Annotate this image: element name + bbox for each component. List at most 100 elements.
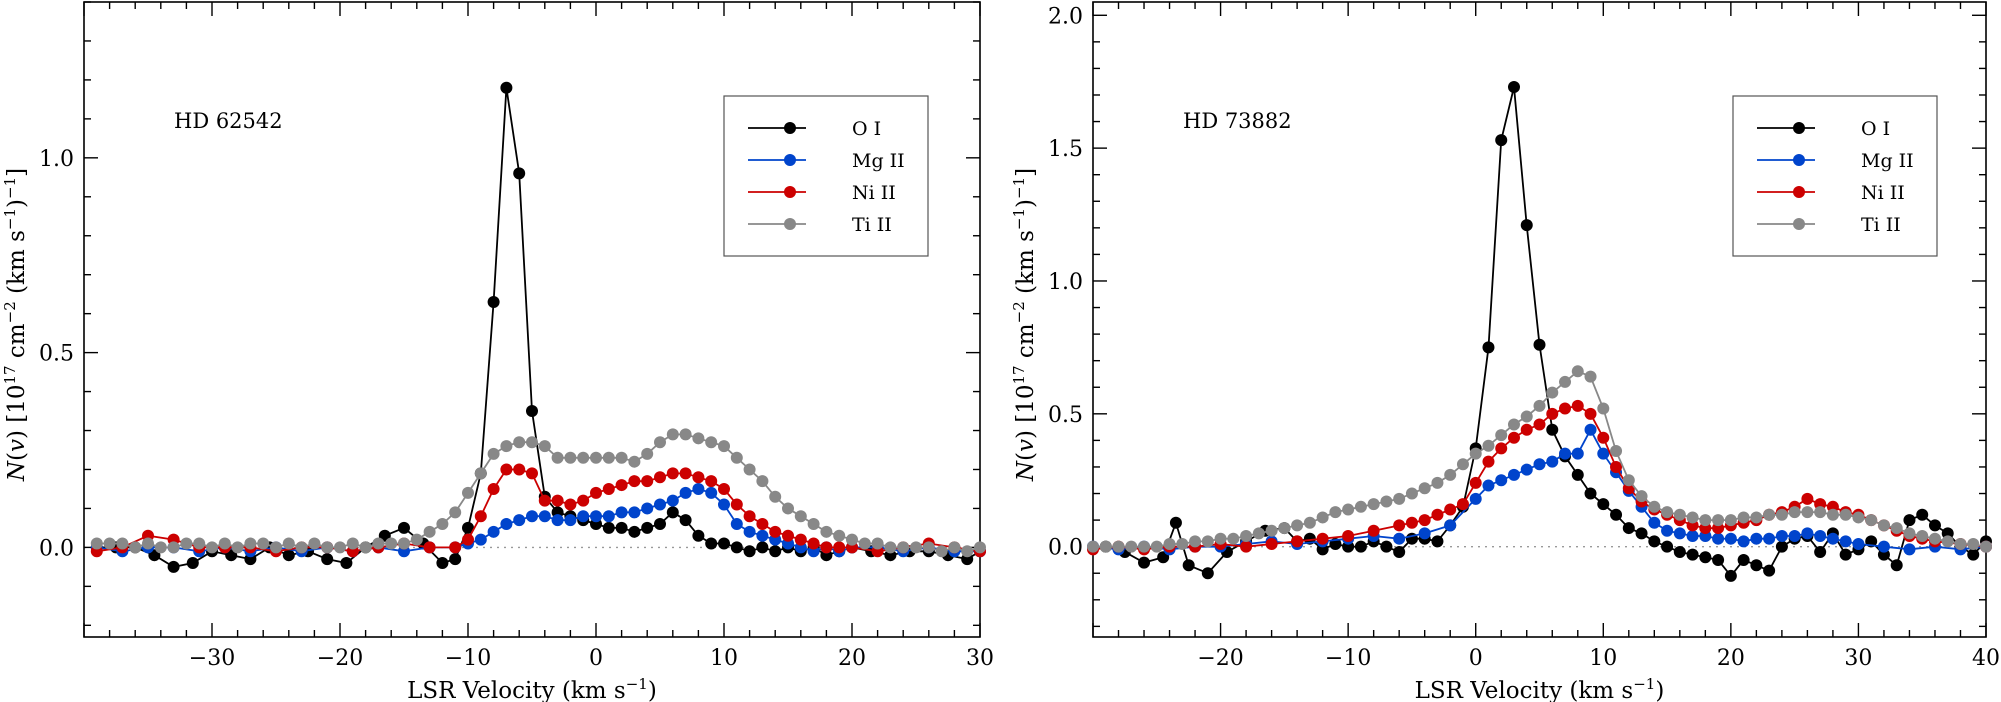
data-point bbox=[756, 518, 769, 531]
chart-panel-2: −20 −10 0 10 20 30 40 0.0 0.5 1.0 1.5 2.0 LSR Veloci… bbox=[1010, 1, 2000, 702]
data-point bbox=[526, 405, 538, 418]
data-point bbox=[1635, 527, 1648, 540]
legend: O I Mg II Ni II Ti II bbox=[1732, 95, 1938, 257]
data-point bbox=[654, 498, 666, 511]
data-point bbox=[1125, 540, 1138, 553]
y-axis-title: N(v) [1017 cm−2 (km s−1)−1] bbox=[1010, 168, 1039, 482]
x-axis-title: LSR Velocity (km s−1) bbox=[1415, 675, 1665, 702]
data-point bbox=[1890, 522, 1903, 535]
data-point bbox=[718, 482, 730, 495]
data-point bbox=[1916, 508, 1929, 521]
data-point bbox=[590, 486, 602, 499]
data-point bbox=[858, 537, 871, 550]
data-point bbox=[1482, 479, 1495, 492]
data-point bbox=[1839, 508, 1852, 521]
data-point bbox=[820, 525, 833, 538]
data-point bbox=[666, 467, 679, 480]
data-point bbox=[1571, 365, 1584, 378]
data-point bbox=[666, 494, 679, 507]
data-point bbox=[756, 475, 769, 488]
data-point bbox=[1201, 535, 1214, 548]
data-point bbox=[308, 537, 321, 550]
data-point bbox=[1686, 548, 1699, 561]
data-point bbox=[628, 455, 641, 468]
data-point bbox=[705, 436, 718, 449]
data-point bbox=[1954, 538, 1967, 551]
data-point bbox=[1903, 514, 1916, 527]
data-point bbox=[1559, 447, 1572, 460]
data-point bbox=[602, 510, 615, 523]
data-point bbox=[1673, 508, 1686, 521]
data-point bbox=[1495, 442, 1508, 455]
data-point bbox=[743, 525, 756, 538]
data-point bbox=[807, 518, 820, 531]
data-point bbox=[1291, 535, 1304, 548]
data-point bbox=[1393, 492, 1406, 505]
data-point bbox=[526, 436, 538, 449]
data-point bbox=[1877, 540, 1890, 553]
data-point bbox=[1507, 418, 1520, 431]
data-point bbox=[1112, 540, 1125, 553]
data-point bbox=[551, 494, 564, 507]
data-point bbox=[1852, 538, 1865, 551]
data-point bbox=[1559, 402, 1572, 415]
data-point bbox=[615, 479, 628, 492]
data-point bbox=[1520, 219, 1533, 232]
data-point bbox=[1597, 498, 1610, 511]
data-point bbox=[615, 521, 628, 534]
data-point bbox=[1316, 532, 1329, 545]
data-point bbox=[1775, 540, 1788, 553]
data-point bbox=[538, 510, 551, 523]
legend-label: O I bbox=[1861, 118, 1890, 140]
data-point bbox=[1303, 516, 1316, 529]
series-ti-ii bbox=[90, 428, 986, 558]
data-point bbox=[1724, 569, 1737, 582]
x-tick-label: 30 bbox=[1844, 646, 1872, 671]
data-point bbox=[1737, 511, 1750, 524]
data-point bbox=[1839, 535, 1852, 548]
data-point bbox=[270, 541, 282, 554]
data-point bbox=[1099, 540, 1112, 553]
chart-panel-1: −30 −20 −10 0 10 20 30 0.0 0.5 1.0 LSR Velocity (k… bbox=[1, 1, 994, 702]
data-point bbox=[474, 510, 487, 523]
data-point bbox=[1686, 530, 1699, 543]
data-point bbox=[1520, 463, 1533, 476]
data-point bbox=[1724, 532, 1737, 545]
plot-frame bbox=[83, 1, 981, 638]
data-point bbox=[1176, 538, 1189, 551]
data-point bbox=[1507, 468, 1520, 481]
data-point bbox=[1495, 429, 1508, 442]
data-point bbox=[1291, 519, 1304, 532]
data-point bbox=[679, 467, 692, 480]
legend-marker bbox=[784, 186, 796, 198]
data-point bbox=[1227, 532, 1240, 545]
data-point bbox=[1482, 341, 1495, 354]
data-point bbox=[1393, 519, 1406, 532]
legend-marker bbox=[1793, 218, 1805, 230]
data-point bbox=[103, 537, 116, 550]
data-point bbox=[340, 556, 353, 569]
y-tick-label: 1.0 bbox=[39, 147, 74, 172]
x-tick-label: −30 bbox=[189, 646, 235, 671]
data-point bbox=[462, 533, 474, 546]
data-point bbox=[1826, 532, 1839, 545]
y-tick-label: 0.5 bbox=[39, 342, 74, 367]
data-point bbox=[1354, 540, 1367, 553]
data-point bbox=[1169, 516, 1182, 529]
data-point bbox=[1546, 455, 1559, 468]
x-tick-label: 10 bbox=[1589, 646, 1617, 671]
x-tick-label: 0 bbox=[589, 646, 603, 671]
data-point bbox=[961, 545, 974, 558]
star-label: HD 73882 bbox=[1183, 109, 1292, 133]
data-point bbox=[1533, 338, 1546, 351]
data-point bbox=[1546, 407, 1559, 420]
data-point bbox=[692, 471, 705, 484]
data-point bbox=[564, 451, 577, 464]
y-tick-label: 0.5 bbox=[1048, 403, 1083, 428]
data-point bbox=[692, 529, 705, 542]
data-point bbox=[1316, 511, 1329, 524]
data-point bbox=[654, 436, 666, 449]
data-point bbox=[1610, 460, 1623, 473]
data-point bbox=[436, 518, 449, 531]
